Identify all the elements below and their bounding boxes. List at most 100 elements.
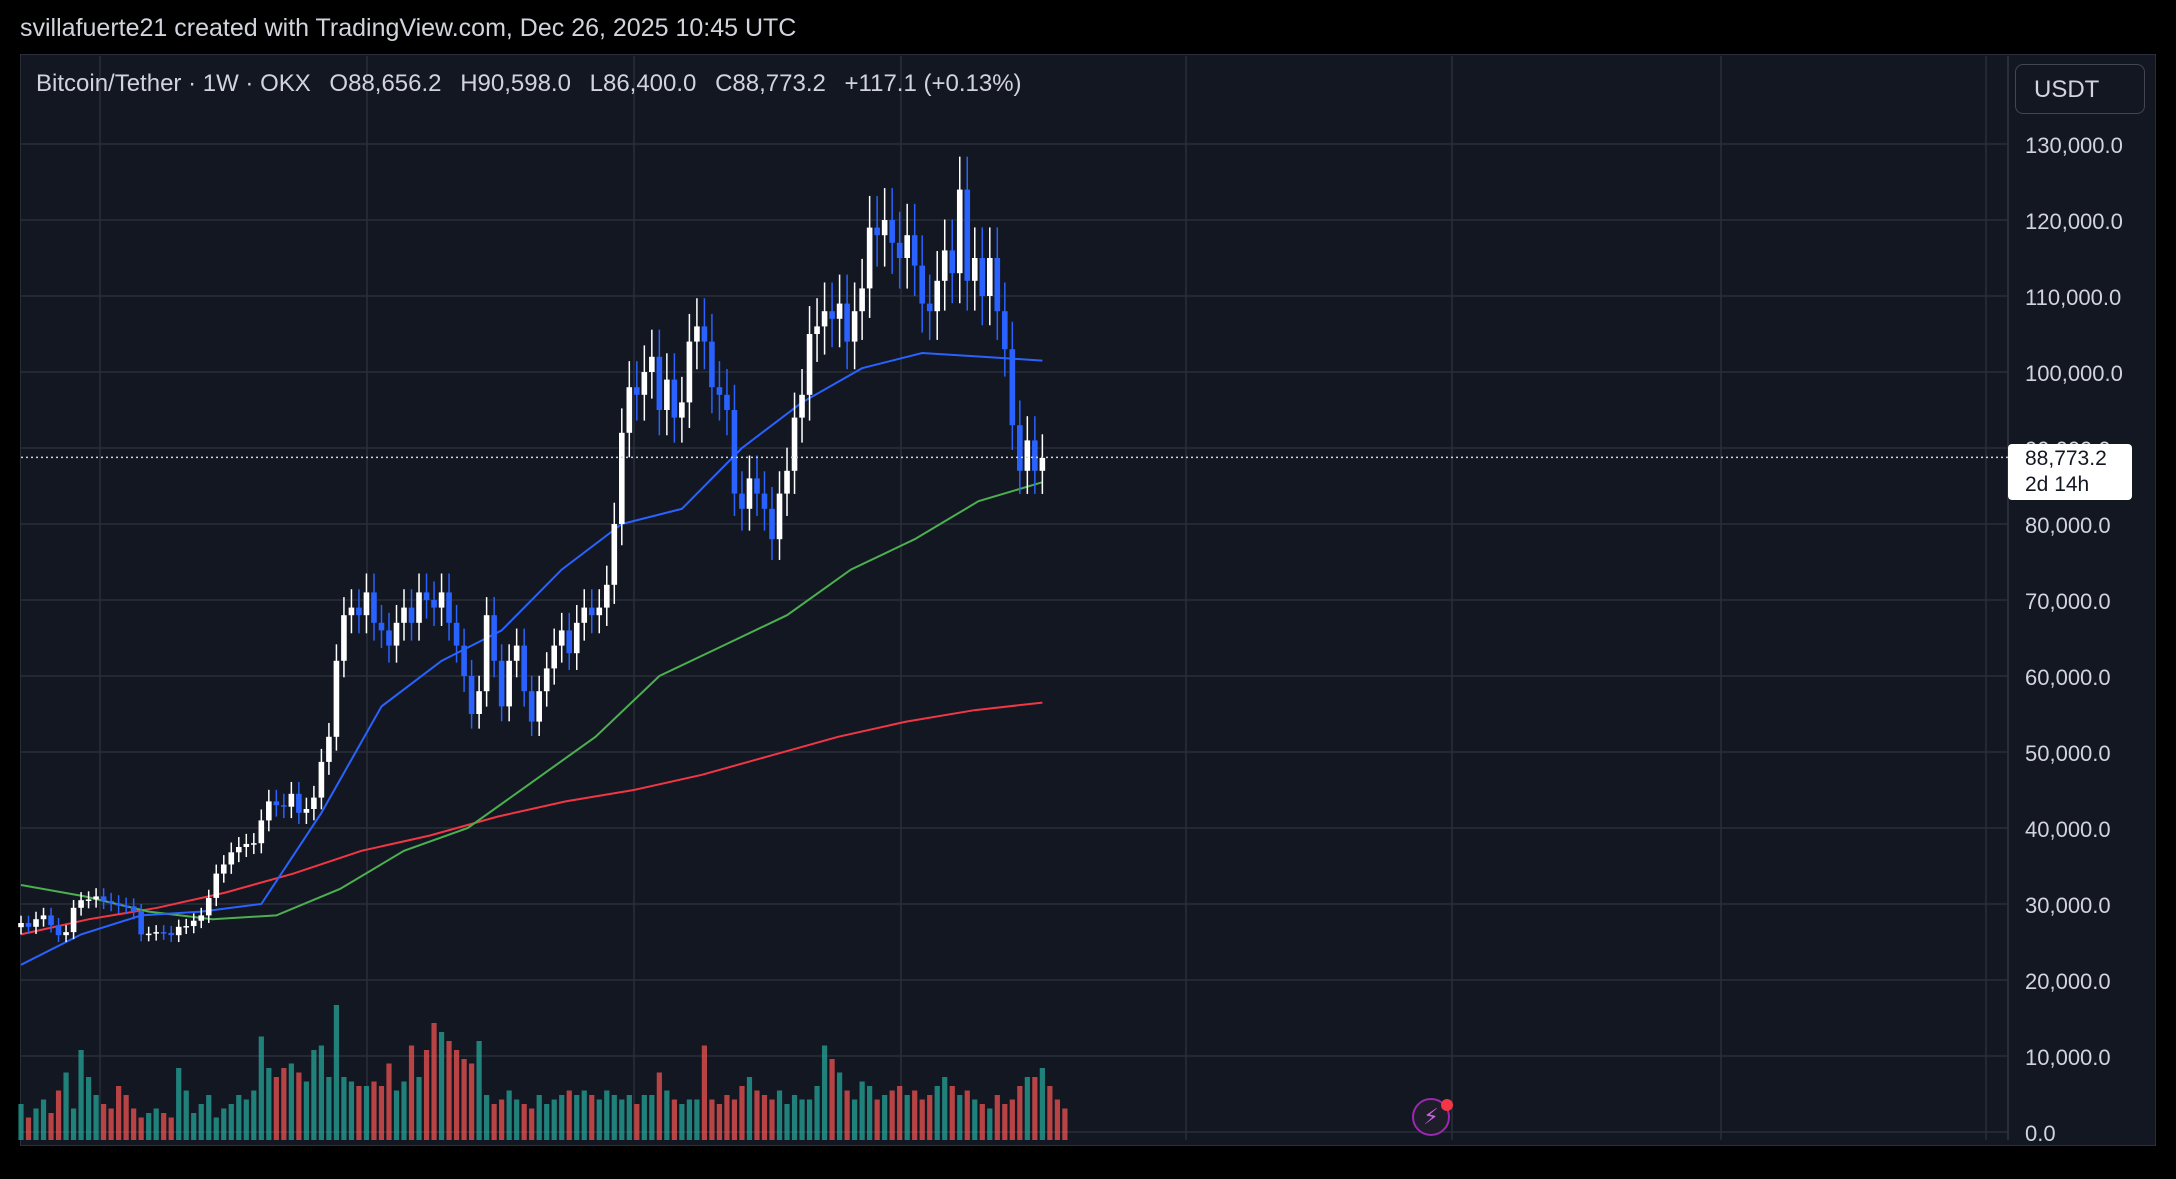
volume-bar bbox=[746, 1077, 753, 1140]
volume-bar bbox=[408, 1045, 415, 1140]
candle-body bbox=[694, 326, 700, 342]
candle-body bbox=[896, 242, 903, 258]
volume-bar bbox=[206, 1095, 212, 1140]
volume-bar bbox=[626, 1095, 632, 1140]
volume-bar bbox=[882, 1095, 888, 1140]
volume-bar bbox=[183, 1090, 189, 1140]
candle-body bbox=[573, 622, 580, 654]
volume-bar bbox=[656, 1072, 662, 1140]
change-value: +117.1 (+0.13%) bbox=[844, 70, 1022, 97]
y-tick-label: 10,000.0 bbox=[2025, 1045, 2111, 1070]
y-tick-label: 100,000.0 bbox=[2025, 361, 2123, 386]
y-tick-label: 120,000.0 bbox=[2025, 209, 2123, 234]
volume-bar bbox=[401, 1081, 407, 1140]
candle-body bbox=[521, 645, 527, 692]
candle-body bbox=[949, 250, 956, 274]
candle-body bbox=[761, 493, 768, 509]
volume-bar bbox=[942, 1077, 948, 1140]
candle-body bbox=[941, 250, 948, 281]
volume-bar bbox=[949, 1086, 955, 1140]
candle-body bbox=[919, 265, 925, 304]
candle-body bbox=[175, 926, 182, 936]
volume-bar bbox=[281, 1068, 287, 1140]
candle-body bbox=[115, 903, 122, 906]
volume-bar bbox=[356, 1086, 362, 1140]
currency-button[interactable]: USDT bbox=[2015, 64, 2145, 114]
candle-body bbox=[724, 394, 730, 410]
candle-body bbox=[145, 933, 152, 936]
candle-body bbox=[18, 923, 24, 928]
y-tick-label: 0.0 bbox=[2025, 1121, 2056, 1146]
volume-bar bbox=[829, 1059, 835, 1140]
y-tick-label: 70,000.0 bbox=[2025, 589, 2111, 614]
bar-countdown: 2d 14h bbox=[2025, 473, 2090, 496]
attribution-header: svillafuerte21 created with TradingView.… bbox=[20, 14, 797, 42]
volume-bar bbox=[476, 1041, 482, 1140]
candle-body bbox=[791, 417, 798, 471]
volume-bar bbox=[251, 1090, 257, 1140]
candle-body bbox=[431, 600, 437, 608]
volume-bar bbox=[55, 1090, 62, 1140]
volume-bar bbox=[131, 1108, 137, 1140]
candle-body bbox=[130, 906, 137, 912]
volume-bar bbox=[363, 1086, 370, 1140]
volume-bar bbox=[806, 1099, 813, 1140]
last-price-label: 88,773.2 2d 14h bbox=[2008, 444, 2132, 500]
volume-bar bbox=[326, 1077, 332, 1140]
volume-bar bbox=[761, 1095, 768, 1140]
volume-bar bbox=[1009, 1099, 1015, 1140]
candle-body bbox=[619, 432, 625, 524]
volume-bar bbox=[544, 1104, 550, 1140]
volume-bar bbox=[867, 1086, 873, 1140]
candle-body bbox=[491, 615, 497, 661]
volume-bar bbox=[393, 1090, 400, 1140]
volume-bar bbox=[769, 1099, 775, 1140]
volume-bar bbox=[78, 1050, 84, 1140]
ma-20-line bbox=[20, 351, 1043, 966]
candle-body bbox=[836, 303, 843, 319]
candle-body bbox=[588, 607, 595, 616]
volume-bar bbox=[266, 1068, 272, 1140]
candle-body bbox=[393, 622, 400, 646]
candle-body bbox=[603, 584, 610, 608]
candle-body bbox=[731, 410, 738, 494]
candle-body bbox=[318, 761, 325, 798]
candle-body bbox=[911, 235, 918, 266]
candle-body bbox=[446, 592, 452, 623]
candle-body bbox=[153, 932, 159, 934]
candle-body bbox=[93, 896, 99, 900]
candle-body bbox=[596, 607, 603, 616]
volume-bar bbox=[679, 1104, 685, 1140]
volume-bar bbox=[191, 1113, 197, 1140]
candle-body bbox=[889, 220, 895, 243]
volume-bar bbox=[33, 1108, 39, 1140]
volume-bar bbox=[288, 1063, 294, 1140]
symbol-label[interactable]: Bitcoin/Tether · 1W · OKX bbox=[36, 70, 311, 97]
volume-bar bbox=[957, 1095, 963, 1140]
volume-bar bbox=[93, 1095, 99, 1140]
volume-bar bbox=[116, 1086, 122, 1140]
volume-bar bbox=[551, 1099, 557, 1140]
volume-bar bbox=[964, 1090, 970, 1140]
volume-bar bbox=[514, 1099, 520, 1140]
volume-bar bbox=[641, 1095, 647, 1140]
volume-bar bbox=[506, 1090, 512, 1140]
candle-body bbox=[776, 493, 783, 540]
volume-bar bbox=[438, 1032, 445, 1140]
volume-bar bbox=[85, 1077, 92, 1140]
candle-body bbox=[986, 258, 993, 296]
volume-bar bbox=[40, 1099, 47, 1140]
candle-body bbox=[784, 470, 790, 494]
volume-bar bbox=[48, 1113, 54, 1140]
candle-body bbox=[859, 288, 865, 312]
volume-bar bbox=[491, 1104, 497, 1140]
candle-body bbox=[634, 387, 640, 395]
candle-body bbox=[258, 820, 265, 844]
volume-bar bbox=[566, 1090, 572, 1140]
candle-body bbox=[296, 793, 302, 813]
ma-50-line bbox=[20, 481, 1043, 921]
candle-body bbox=[979, 258, 986, 296]
volume-bar bbox=[1047, 1086, 1053, 1140]
candle-body bbox=[401, 607, 407, 623]
